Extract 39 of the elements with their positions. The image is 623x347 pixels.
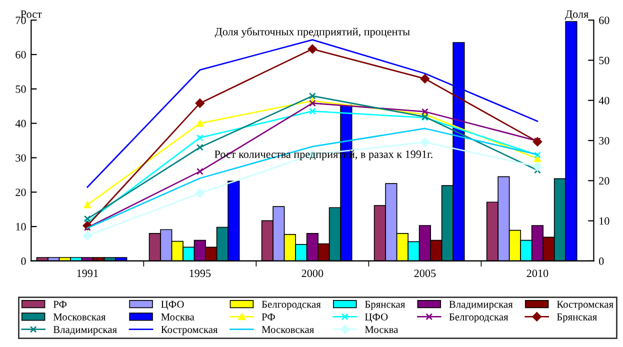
legend-label: Владимирская	[53, 326, 117, 336]
annotation: Доля убыточных предприятий, проценты	[214, 27, 410, 38]
legend-label: Московская	[53, 314, 106, 320]
y2-tick-label: 20	[599, 177, 610, 185]
legend-label: Белгородская	[262, 300, 321, 310]
legend-label: Москва	[364, 326, 398, 334]
legend-label: Костромская	[161, 326, 218, 336]
y-tick-label: 10	[16, 223, 26, 231]
y-tick-label: 0	[21, 257, 26, 265]
y2-axis-title: Доля	[565, 10, 588, 20]
y-tick-label: 50	[16, 85, 26, 93]
legend-label: Московская	[262, 326, 314, 334]
x-tick-label: 1995	[190, 270, 211, 278]
legend-label: Белгородская	[449, 314, 508, 323]
y2-tick-label: 50	[599, 56, 610, 64]
legend-label: ЦФО	[161, 300, 184, 310]
y-tick-label: 70	[16, 16, 26, 24]
legend-label: Брянская	[364, 300, 405, 310]
x-tick-label: 2005	[414, 270, 436, 278]
legend-label: Владимирская	[449, 300, 513, 310]
legend-label: РФ	[53, 300, 67, 308]
x-tick-label: 2000	[302, 270, 324, 278]
legend-label: Костромская	[556, 300, 614, 310]
y-tick-label: 20	[16, 188, 26, 196]
legend-label: Москва	[161, 314, 194, 320]
legend-label: РФ	[262, 314, 275, 320]
legend-label: ЦФО	[364, 313, 388, 323]
y2-tick-label: 10	[600, 217, 610, 225]
y2-tick-label: 60	[599, 16, 610, 24]
y2-tick-label: 0	[599, 257, 604, 265]
legend-label: Брянская	[556, 314, 597, 323]
y2-tick-label: 30	[599, 137, 610, 144]
x-tick-label: 1991	[77, 270, 98, 278]
y-tick-label: 40	[15, 120, 26, 128]
y-tick-label: 60	[16, 50, 26, 58]
y-tick-label: 30	[16, 154, 26, 162]
y2-tick-label: 40	[598, 96, 610, 104]
x-tick-label: 2010	[526, 270, 548, 278]
y-axis-title: Рост	[20, 10, 42, 18]
